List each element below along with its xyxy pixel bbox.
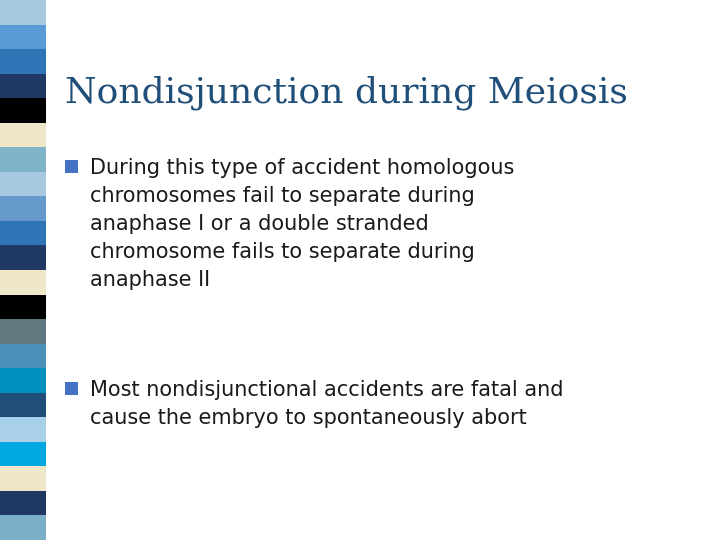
Text: Most nondisjunctional accidents are fatal and: Most nondisjunctional accidents are fata… (90, 380, 564, 400)
Bar (0, 73, 46, 98)
Bar (0, 491, 46, 516)
Bar (0, 49, 46, 73)
Bar (0, 319, 46, 343)
Bar (0, 0, 46, 24)
Bar (0, 123, 46, 147)
Bar (0, 294, 46, 319)
Bar (0, 270, 46, 294)
Bar (0, 172, 46, 197)
Bar (0, 516, 46, 540)
Text: chromosomes fail to separate during: chromosomes fail to separate during (90, 186, 474, 206)
Bar (0, 393, 46, 417)
Bar (0, 442, 46, 467)
Bar (0, 24, 46, 49)
Bar (0, 368, 46, 393)
Text: During this type of accident homologous: During this type of accident homologous (90, 158, 514, 178)
Bar (0, 98, 46, 123)
Bar (0, 197, 46, 221)
Bar (0, 343, 46, 368)
Bar (0, 147, 46, 172)
Text: chromosome fails to separate during: chromosome fails to separate during (90, 242, 474, 262)
Text: Nondisjunction during Meiosis: Nondisjunction during Meiosis (65, 75, 628, 110)
Text: anaphase I or a double stranded: anaphase I or a double stranded (90, 214, 428, 234)
Bar (65, 382, 78, 395)
Text: anaphase II: anaphase II (90, 270, 210, 290)
Bar (0, 467, 46, 491)
Bar (0, 246, 46, 270)
Bar (65, 160, 78, 173)
Text: cause the embryo to spontaneously abort: cause the embryo to spontaneously abort (90, 408, 527, 428)
Bar (0, 221, 46, 246)
Bar (0, 417, 46, 442)
